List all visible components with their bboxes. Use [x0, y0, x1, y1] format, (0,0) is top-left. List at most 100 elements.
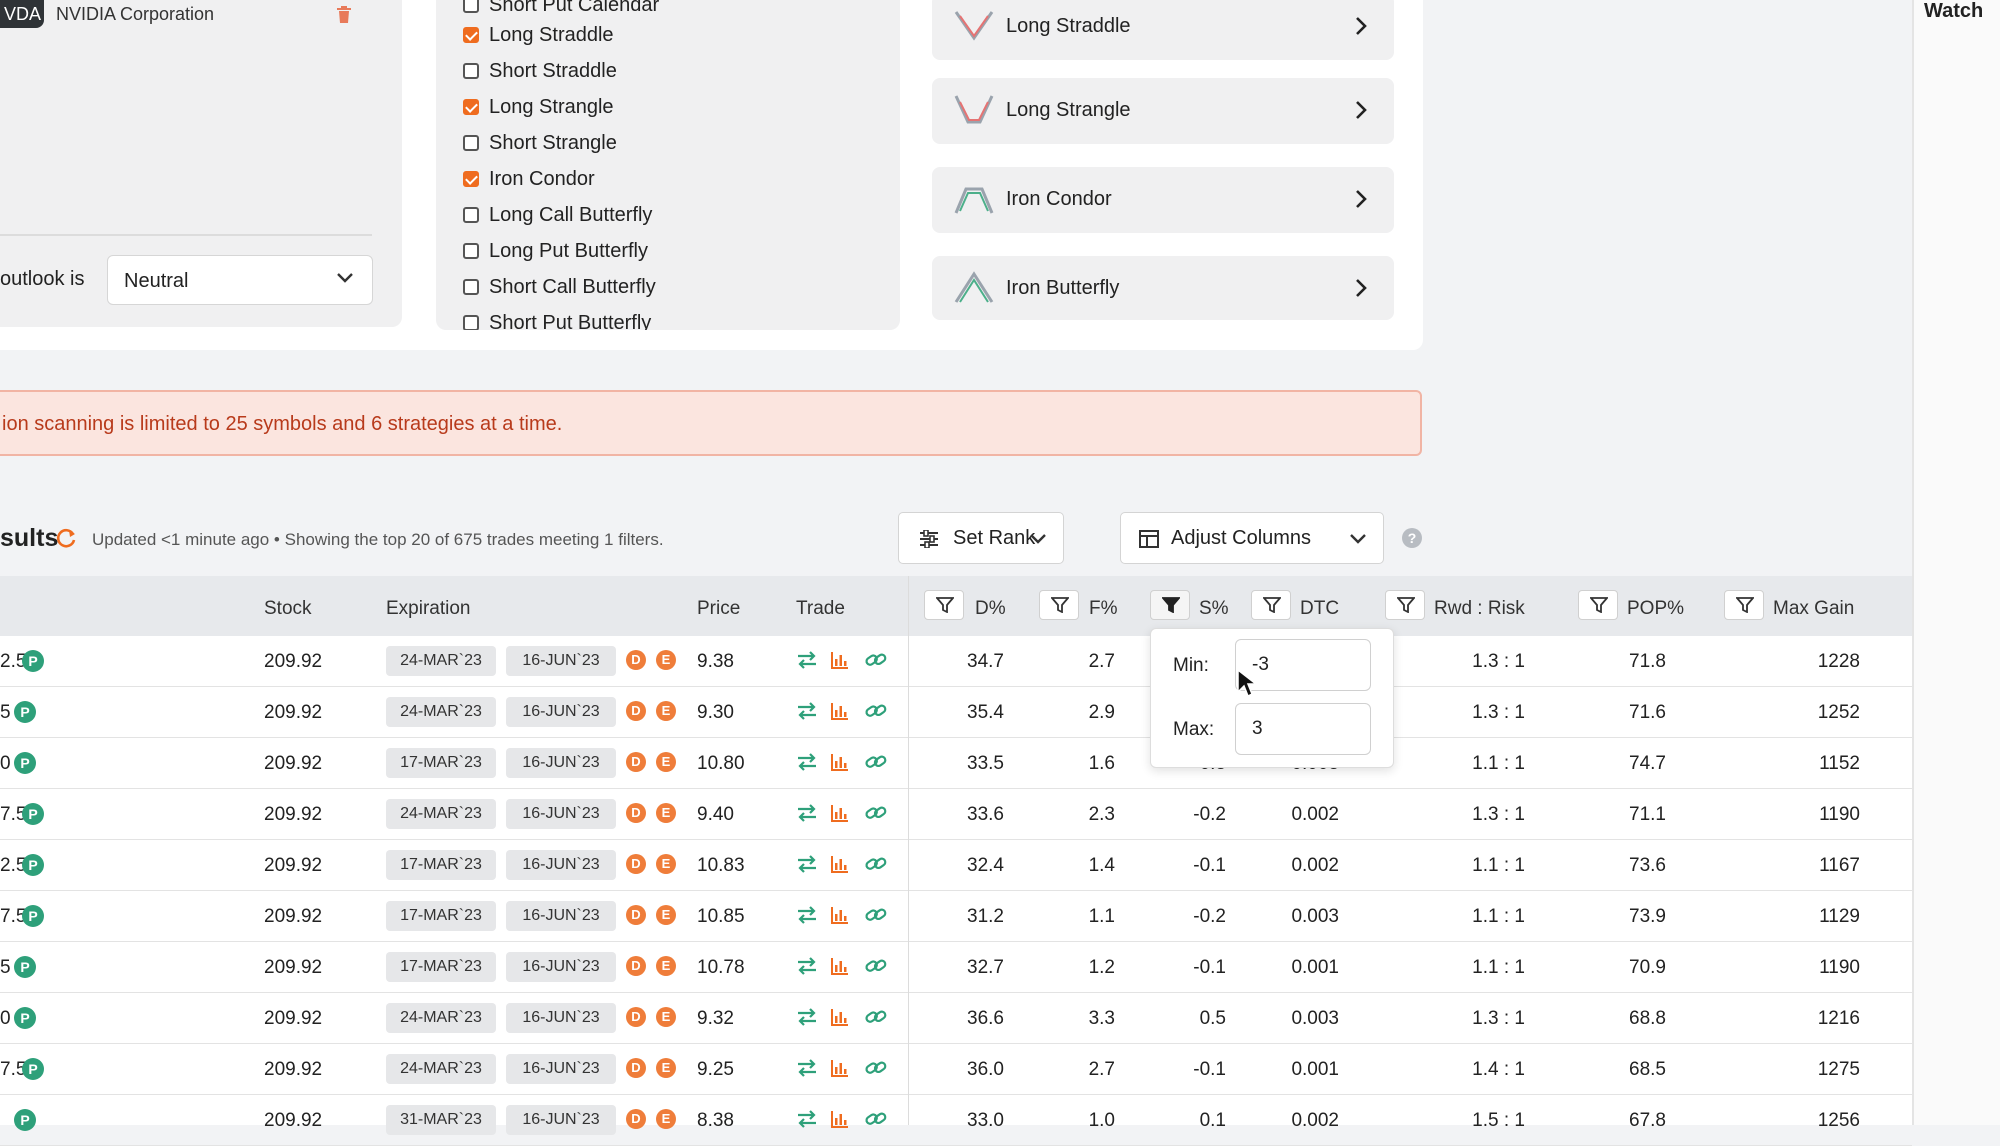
- expiration-pill[interactable]: 24-MAR`23: [386, 697, 496, 727]
- swap-icon[interactable]: [796, 701, 818, 721]
- ticker-badge[interactable]: VDA: [0, 0, 44, 28]
- help-icon[interactable]: ?: [1402, 528, 1422, 548]
- min-input[interactable]: -3: [1235, 639, 1371, 691]
- chart-icon[interactable]: [830, 1109, 850, 1129]
- earnings-badge[interactable]: E: [656, 803, 676, 823]
- filter-pop-button[interactable]: [1578, 590, 1618, 620]
- expiration-pill[interactable]: 24-MAR`23: [386, 1003, 496, 1033]
- col-d[interactable]: D%: [975, 598, 1006, 619]
- filter-dtc-button[interactable]: [1251, 590, 1291, 620]
- earnings-badge[interactable]: E: [656, 956, 676, 976]
- dividend-badge[interactable]: D: [626, 701, 646, 721]
- dividend-badge[interactable]: D: [626, 650, 646, 670]
- chart-icon[interactable]: [830, 854, 850, 874]
- position-badge[interactable]: P: [14, 956, 36, 978]
- strategy-checkbox-row[interactable]: Iron Condor: [463, 164, 595, 194]
- selected-strategy-card[interactable]: Long Straddle: [932, 0, 1394, 60]
- col-f[interactable]: F%: [1089, 598, 1118, 619]
- filter-maxgain-button[interactable]: [1724, 590, 1764, 620]
- selected-strategy-card[interactable]: Iron Butterfly: [932, 256, 1394, 320]
- filter-f-button[interactable]: [1039, 590, 1079, 620]
- earnings-badge[interactable]: E: [656, 1109, 676, 1129]
- expiration-pill[interactable]: 17-MAR`23: [386, 901, 496, 931]
- swap-icon[interactable]: [796, 1007, 818, 1027]
- expiration-pill[interactable]: 24-MAR`23: [386, 646, 496, 676]
- expiration-pill[interactable]: 31-MAR`23: [386, 1105, 496, 1135]
- link-icon[interactable]: [864, 752, 888, 772]
- link-icon[interactable]: [864, 701, 888, 721]
- link-icon[interactable]: [864, 956, 888, 976]
- strategy-checkbox-row[interactable]: Long Strangle: [463, 92, 614, 122]
- checkbox-checked[interactable]: [463, 99, 479, 115]
- chart-icon[interactable]: [830, 752, 850, 772]
- checkbox-unchecked[interactable]: [463, 0, 479, 13]
- expiration-pill[interactable]: 16-JUN`23: [506, 1003, 616, 1033]
- outlook-select[interactable]: Neutral: [107, 255, 373, 305]
- col-max-gain[interactable]: Max Gain: [1773, 598, 1855, 619]
- link-icon[interactable]: [864, 1007, 888, 1027]
- table-row[interactable]: 0 P 209.92 17-MAR`23 16-JUN`23 D E 10.80 33.5 1.6…: [0, 738, 1912, 789]
- checkbox-unchecked[interactable]: [463, 63, 479, 79]
- expiration-pill[interactable]: 24-MAR`23: [386, 799, 496, 829]
- expiration-pill[interactable]: 16-JUN`23: [506, 799, 616, 829]
- expiration-pill[interactable]: 16-JUN`23: [506, 1105, 616, 1135]
- position-badge[interactable]: P: [22, 650, 44, 672]
- expiration-pill[interactable]: 16-JUN`23: [506, 646, 616, 676]
- col-dtc[interactable]: DTC: [1300, 598, 1340, 619]
- filter-rwd-button[interactable]: [1385, 590, 1425, 620]
- link-icon[interactable]: [864, 905, 888, 925]
- table-row[interactable]: 7.5 P 209.92 17-MAR`23 16-JUN`23 D E 10.85 31.2 1…: [0, 891, 1912, 942]
- table-row[interactable]: 5 P 209.92 17-MAR`23 16-JUN`23 D E 10.78 32.7 1.2…: [0, 942, 1912, 993]
- dividend-badge[interactable]: D: [626, 956, 646, 976]
- dividend-badge[interactable]: D: [626, 1007, 646, 1027]
- chart-icon[interactable]: [830, 1007, 850, 1027]
- position-badge[interactable]: P: [14, 1007, 36, 1029]
- expiration-pill[interactable]: 17-MAR`23: [386, 748, 496, 778]
- link-icon[interactable]: [864, 1058, 888, 1078]
- swap-icon[interactable]: [796, 956, 818, 976]
- position-badge[interactable]: P: [14, 752, 36, 774]
- expiration-pill[interactable]: 17-MAR`23: [386, 952, 496, 982]
- chart-icon[interactable]: [830, 905, 850, 925]
- swap-icon[interactable]: [796, 1109, 818, 1129]
- dividend-badge[interactable]: D: [626, 752, 646, 772]
- col-trade[interactable]: Trade: [796, 598, 845, 619]
- strategy-checkbox-row[interactable]: Short Straddle: [463, 56, 617, 86]
- expiration-pill[interactable]: 16-JUN`23: [506, 1054, 616, 1084]
- strategy-checkbox-row[interactable]: Short Put Butterfly: [463, 308, 651, 330]
- selected-strategy-card[interactable]: Long Strangle: [932, 78, 1394, 144]
- position-badge[interactable]: P: [22, 854, 44, 876]
- expiration-pill[interactable]: 16-JUN`23: [506, 850, 616, 880]
- earnings-badge[interactable]: E: [656, 905, 676, 925]
- checkbox-unchecked[interactable]: [463, 279, 479, 295]
- refresh-icon[interactable]: [54, 527, 78, 549]
- swap-icon[interactable]: [796, 854, 818, 874]
- checkbox-checked[interactable]: [463, 171, 479, 187]
- checkbox-unchecked[interactable]: [463, 243, 479, 259]
- chart-icon[interactable]: [830, 701, 850, 721]
- chart-icon[interactable]: [830, 956, 850, 976]
- expiration-pill[interactable]: 17-MAR`23: [386, 850, 496, 880]
- chart-icon[interactable]: [830, 803, 850, 823]
- position-badge[interactable]: P: [22, 1058, 44, 1080]
- col-rwd-risk[interactable]: Rwd : Risk: [1434, 598, 1525, 619]
- earnings-badge[interactable]: E: [656, 752, 676, 772]
- filter-d-button[interactable]: [924, 590, 964, 620]
- earnings-badge[interactable]: E: [656, 701, 676, 721]
- strategy-checkbox-row[interactable]: Long Call Butterfly: [463, 200, 652, 230]
- table-row[interactable]: 7.5 P 209.92 24-MAR`23 16-JUN`23 D E 9.25 36.0 2.…: [0, 1044, 1912, 1095]
- col-expiration[interactable]: Expiration: [386, 598, 471, 619]
- strategy-checkbox-row[interactable]: Short Put Calendar: [463, 0, 659, 20]
- checkbox-unchecked[interactable]: [463, 207, 479, 223]
- earnings-badge[interactable]: E: [656, 1058, 676, 1078]
- expiration-pill[interactable]: 16-JUN`23: [506, 952, 616, 982]
- strategy-checkbox-row[interactable]: Short Strangle: [463, 128, 617, 158]
- swap-icon[interactable]: [796, 650, 818, 670]
- position-badge[interactable]: P: [22, 905, 44, 927]
- earnings-badge[interactable]: E: [656, 1007, 676, 1027]
- table-row[interactable]: 2.5 P 209.92 24-MAR`23 16-JUN`23 D E 9.38 34.7 2.…: [0, 636, 1912, 687]
- col-s[interactable]: S%: [1199, 598, 1229, 619]
- swap-icon[interactable]: [796, 905, 818, 925]
- earnings-badge[interactable]: E: [656, 854, 676, 874]
- position-badge[interactable]: P: [14, 701, 36, 723]
